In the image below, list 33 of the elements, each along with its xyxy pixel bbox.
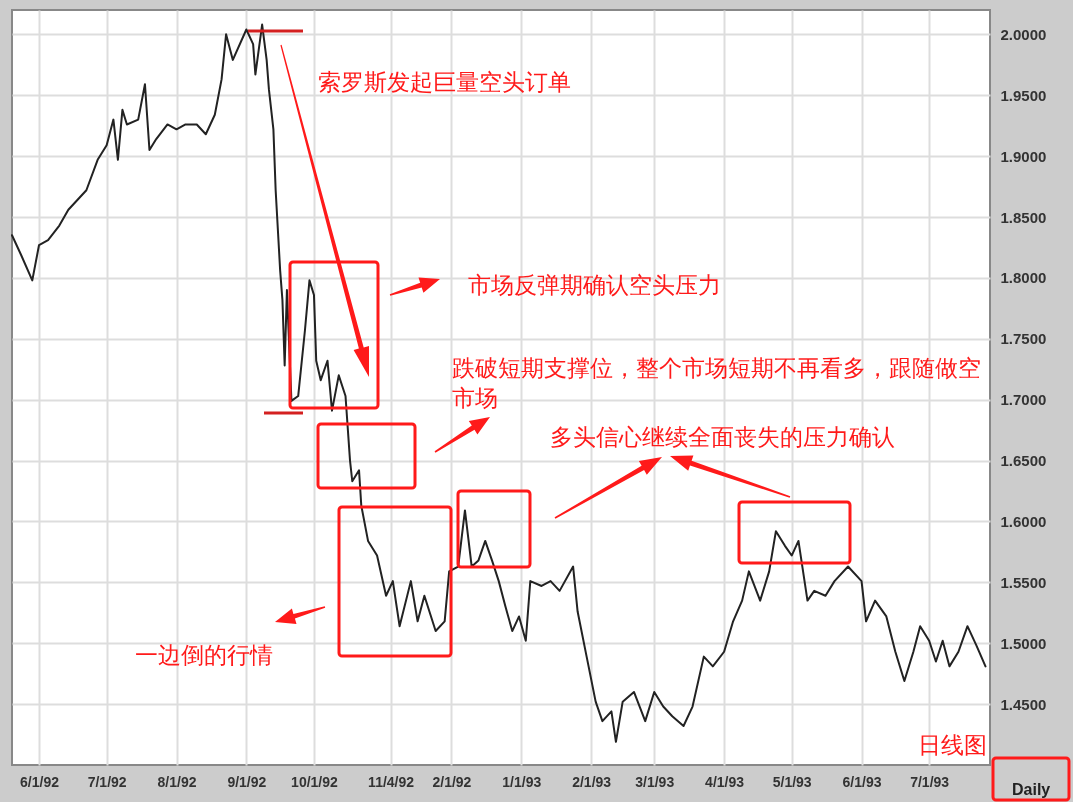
y-tick-label: 1.6500 xyxy=(1000,452,1047,470)
x-tick-label: 7/1/92 xyxy=(87,773,127,790)
y-tick-label: 1.5000 xyxy=(1000,634,1047,652)
annotation: 跌破短期支撑位，整个市场短期不再看多，跟随做空市场 xyxy=(452,354,982,413)
y-tick-label: 1.6000 xyxy=(1000,512,1047,530)
y-tick-label: 1.4500 xyxy=(1000,695,1047,713)
annotation: 多头信心继续全面丧失的压力确认 xyxy=(550,423,895,452)
x-tick-label: 8/1/92 xyxy=(157,773,197,790)
y-tick-label: 1.7500 xyxy=(1000,330,1047,348)
x-tick-label: 11/4/92 xyxy=(368,773,415,790)
y-tick-label: 1.5500 xyxy=(1000,573,1047,591)
y-tick-label: 2.0000 xyxy=(1000,25,1047,43)
annotation: 索罗斯发起巨量空头订单 xyxy=(318,68,571,97)
text: Daily xyxy=(1012,780,1051,800)
y-tick-label: 1.8500 xyxy=(1000,208,1047,226)
x-tick-label: 5/1/93 xyxy=(772,773,812,790)
y-tick-label: 1.8000 xyxy=(1000,269,1047,287)
x-tick-label: 9/1/92 xyxy=(227,773,267,790)
x-tick-label: 3/1/93 xyxy=(635,773,675,790)
x-tick-label: 2/1/93 xyxy=(572,773,612,790)
y-tick-label: 1.7000 xyxy=(1000,391,1047,409)
annotation: 日线图 xyxy=(918,731,987,760)
x-tick-label: 4/1/93 xyxy=(705,773,745,790)
annotation: 市场反弹期确认空头压力 xyxy=(468,271,721,300)
x-tick-label: 7/1/93 xyxy=(910,773,950,790)
x-tick-label: 2/1/92 xyxy=(432,773,472,790)
x-tick-label: 10/1/92 xyxy=(291,773,339,790)
x-tick-label: 6/1/92 xyxy=(20,773,60,790)
annotation: 一边倒的行情 xyxy=(135,641,273,670)
y-tick-label: 1.9500 xyxy=(1000,86,1047,104)
y-tick-label: 1.9000 xyxy=(1000,147,1047,165)
x-tick-label: 6/1/93 xyxy=(842,773,882,790)
x-tick-label: 1/1/93 xyxy=(502,773,542,790)
